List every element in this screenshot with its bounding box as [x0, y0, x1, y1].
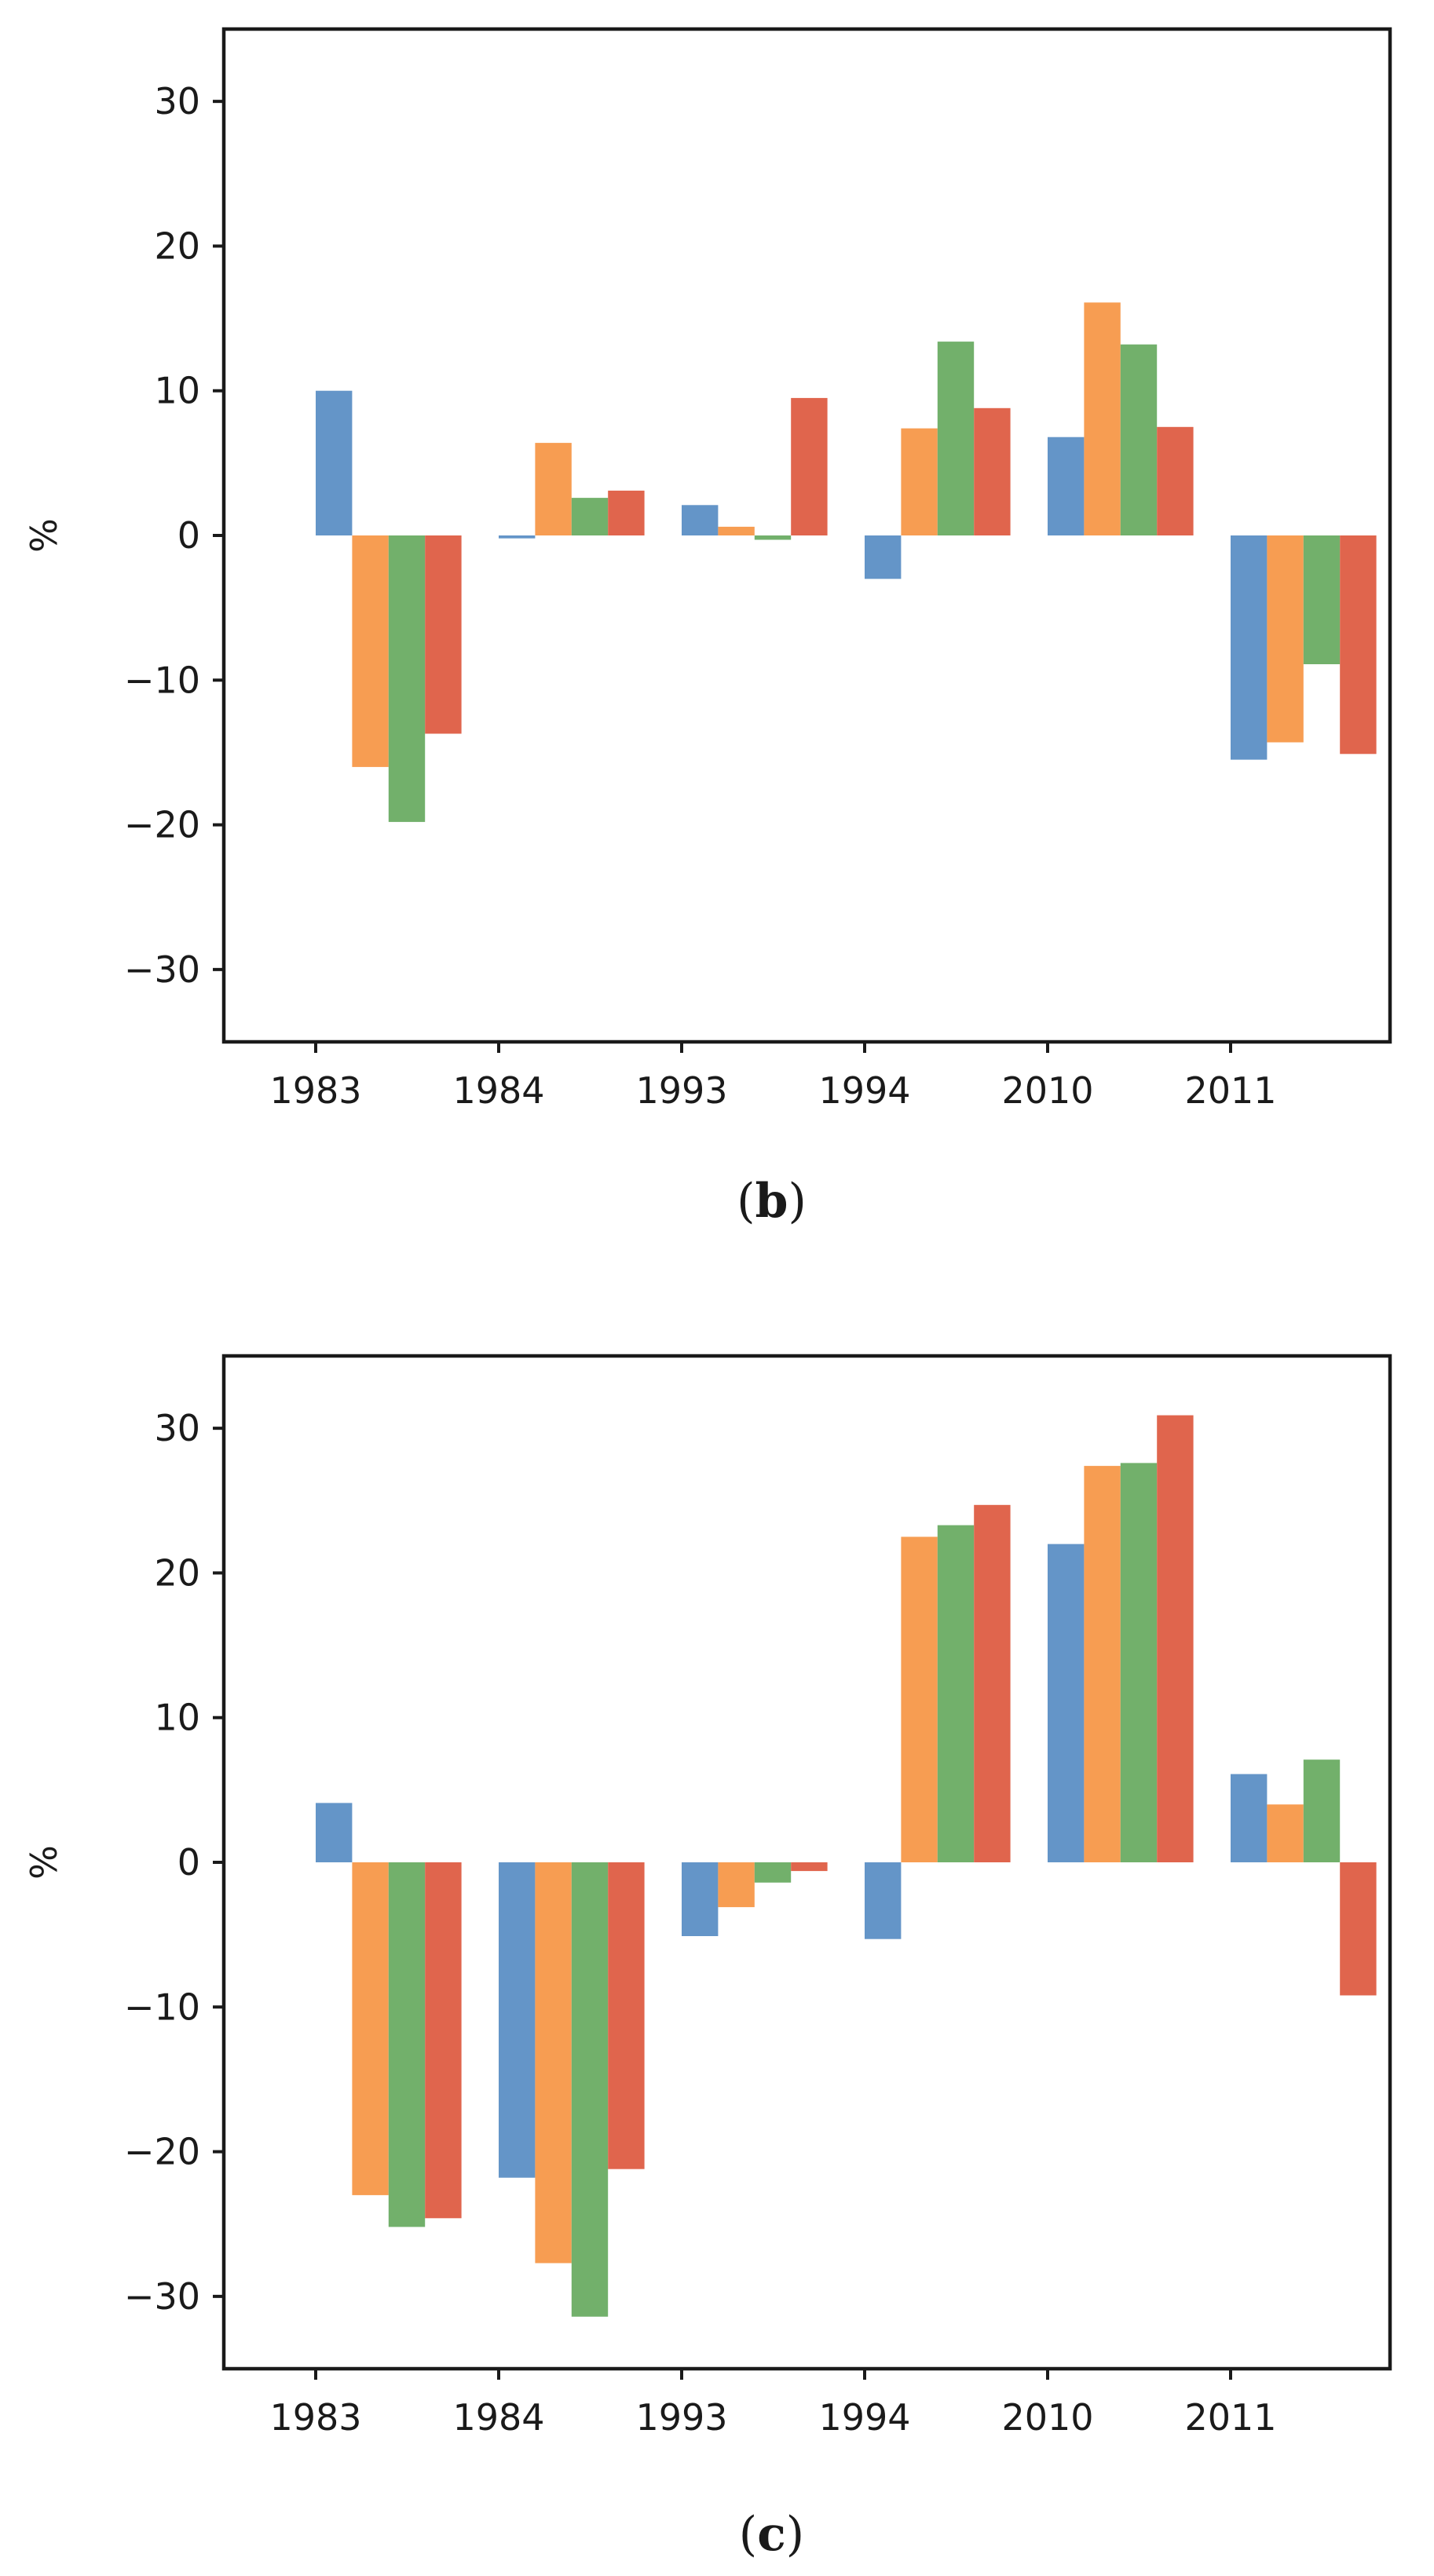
bar-1994-series-3 — [937, 1525, 975, 1862]
bar-1994-series-1 — [865, 535, 902, 579]
y-tick-label: 10 — [154, 370, 200, 412]
y-axis-label: % — [23, 518, 65, 553]
x-tick-label: 1993 — [635, 2396, 727, 2439]
caption-close-paren: ) — [786, 2507, 804, 2562]
bar-1984-series-4 — [608, 490, 645, 535]
bar-1984-series-1 — [499, 1862, 536, 2178]
y-tick-label: −30 — [124, 2275, 200, 2318]
bar-2010-series-4 — [1157, 426, 1194, 535]
bar-2011-series-3 — [1303, 1759, 1341, 1862]
y-tick-label: 0 — [177, 1841, 200, 1884]
bar-1984-series-1 — [499, 535, 536, 539]
y-tick-label: −20 — [124, 804, 200, 846]
bars-group — [316, 1415, 1377, 2317]
caption-letter: b — [755, 1174, 788, 1229]
y-tick-label: 0 — [177, 514, 200, 557]
y-tick-label: −20 — [124, 2131, 200, 2173]
bar-1983-series-1 — [316, 1803, 353, 1862]
caption-open-paren: ( — [739, 2507, 757, 2562]
bar-2010-series-3 — [1120, 344, 1158, 535]
y-axis-label: % — [23, 1845, 65, 1880]
bar-2011-series-2 — [1267, 1804, 1304, 1862]
y-tick-label: 20 — [154, 1551, 200, 1594]
bar-1983-series-4 — [425, 535, 462, 734]
bar-1983-series-2 — [352, 535, 389, 767]
bar-1993-series-4 — [791, 1862, 828, 1872]
bar-1984-series-2 — [535, 1862, 572, 2264]
bar-1983-series-3 — [388, 1862, 426, 2227]
bar-2010-series-2 — [1084, 1466, 1121, 1862]
bar-2010-series-1 — [1048, 437, 1085, 535]
bar-1984-series-3 — [571, 498, 609, 535]
x-ticks: 1983 1984 1993 1994 2010 2011 — [269, 1042, 1277, 1112]
bar-1983-series-2 — [352, 1862, 389, 2195]
bar-1984-series-2 — [535, 443, 572, 535]
panel-caption: (b) — [737, 1174, 807, 1229]
bar-1993-series-2 — [718, 1862, 755, 1908]
bar-1984-series-4 — [608, 1862, 645, 2169]
bar-1994-series-4 — [974, 1504, 1011, 1862]
bar-1994-series-1 — [865, 1862, 902, 1939]
bar-1994-series-2 — [901, 1536, 938, 1862]
x-tick-label: 1993 — [635, 1069, 727, 1112]
bar-1983-series-3 — [388, 535, 426, 822]
x-tick-label: 1984 — [452, 2396, 544, 2439]
x-tick-label: 1994 — [818, 2396, 910, 2439]
x-ticks: 1983 1984 1993 1994 2010 2011 — [269, 2369, 1277, 2439]
y-tick-label: −10 — [124, 659, 200, 701]
bar-1993-series-1 — [682, 505, 719, 535]
y-tick-label: −10 — [124, 1986, 200, 2028]
bar-2011-series-4 — [1340, 1862, 1377, 1996]
x-tick-label: 1984 — [452, 1069, 544, 1112]
bar-2011-series-3 — [1303, 535, 1341, 664]
caption-close-paren: ) — [788, 1174, 806, 1229]
bar-2010-series-1 — [1048, 1544, 1085, 1862]
x-tick-label: 1983 — [269, 1069, 361, 1112]
bar-2010-series-3 — [1120, 1463, 1158, 1862]
bar-2011-series-1 — [1231, 535, 1268, 760]
bar-1993-series-2 — [718, 526, 755, 535]
x-tick-label: 1983 — [269, 2396, 361, 2439]
bar-2011-series-1 — [1231, 1774, 1268, 1862]
y-tick-label: −30 — [124, 948, 200, 991]
caption-letter: c — [757, 2507, 786, 2562]
y-tick-label: 30 — [154, 1407, 200, 1449]
chart-panel-c: −30 −20 −10 0 10 20 30 1983 1984 1993 1994 2010 201… — [23, 1354, 1392, 2562]
bar-1993-series-3 — [754, 535, 792, 540]
y-tick-label: 30 — [154, 80, 200, 122]
y-ticks: −30 −20 −10 0 10 20 30 — [124, 80, 224, 991]
bar-1993-series-4 — [791, 397, 828, 535]
bar-2011-series-4 — [1340, 535, 1377, 755]
bar-2011-series-2 — [1267, 535, 1304, 743]
y-tick-label: 10 — [154, 1697, 200, 1739]
x-tick-label: 2011 — [1184, 2396, 1276, 2439]
x-tick-label: 2010 — [1001, 1069, 1093, 1112]
caption-open-paren: ( — [737, 1174, 755, 1229]
bar-2010-series-2 — [1084, 302, 1121, 535]
panel-caption: (c) — [739, 2507, 804, 2562]
y-tick-label: 20 — [154, 225, 200, 267]
bar-1994-series-2 — [901, 428, 938, 535]
bar-2010-series-4 — [1157, 1415, 1194, 1862]
bar-1994-series-4 — [974, 407, 1011, 535]
bar-1994-series-3 — [937, 342, 975, 535]
x-tick-label: 2010 — [1001, 2396, 1093, 2439]
bar-1984-series-3 — [571, 1862, 609, 2317]
x-tick-label: 1994 — [818, 1069, 910, 1112]
bar-1983-series-1 — [316, 390, 353, 535]
bar-1983-series-4 — [425, 1862, 462, 2219]
bars-group — [316, 302, 1377, 822]
x-tick-label: 2011 — [1184, 1069, 1276, 1112]
chart-panel-b: −30 −20 −10 0 10 20 30 1983 1984 1993 1994 2010 201… — [23, 27, 1392, 1229]
y-ticks: −30 −20 −10 0 10 20 30 — [124, 1407, 224, 2318]
bar-1993-series-1 — [682, 1862, 719, 1936]
bar-1993-series-3 — [754, 1862, 792, 1883]
